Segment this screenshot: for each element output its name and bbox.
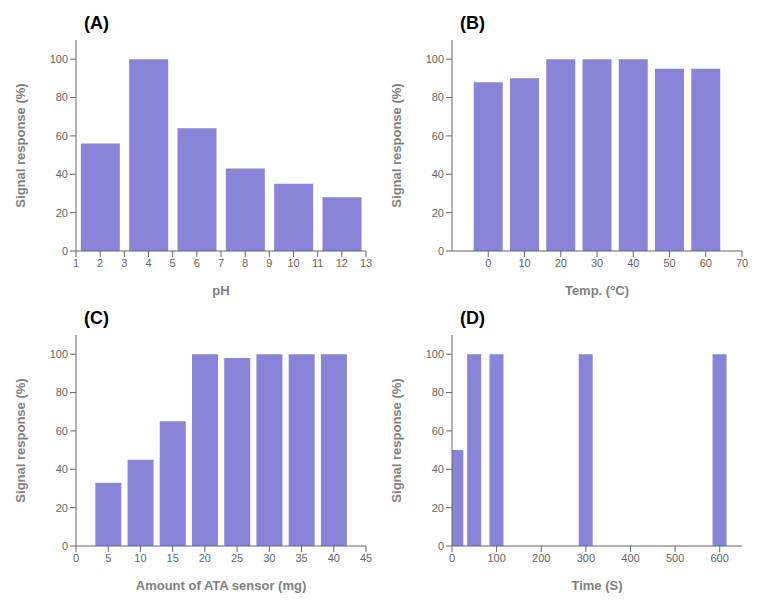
svg-text:60: 60 (432, 425, 444, 437)
svg-text:30: 30 (591, 257, 603, 269)
svg-text:20: 20 (56, 502, 68, 514)
svg-text:10: 10 (518, 257, 530, 269)
svg-text:11: 11 (312, 257, 323, 269)
svg-text:100: 100 (50, 348, 68, 360)
svg-text:60: 60 (56, 130, 68, 142)
svg-text:60: 60 (432, 130, 444, 142)
svg-text:0: 0 (73, 552, 79, 564)
svg-text:6: 6 (194, 257, 200, 269)
svg-text:40: 40 (56, 168, 68, 180)
svg-text:Signal response (%): Signal response (%) (389, 83, 404, 207)
svg-text:Signal response (%): Signal response (%) (13, 83, 28, 207)
svg-text:Time (S): Time (S) (571, 578, 622, 593)
svg-text:200: 200 (532, 552, 550, 564)
svg-text:500: 500 (666, 552, 684, 564)
svg-text:30: 30 (263, 552, 275, 564)
svg-text:Signal response (%): Signal response (%) (13, 378, 28, 502)
svg-text:60: 60 (700, 257, 712, 269)
svg-text:10: 10 (134, 552, 146, 564)
svg-text:60: 60 (56, 425, 68, 437)
svg-text:400: 400 (621, 552, 639, 564)
svg-text:20: 20 (432, 502, 444, 514)
svg-text:100: 100 (50, 53, 68, 65)
svg-text:0: 0 (449, 552, 455, 564)
svg-text:0: 0 (62, 245, 68, 257)
svg-text:10: 10 (287, 257, 299, 269)
svg-text:300: 300 (577, 552, 595, 564)
svg-text:0: 0 (438, 540, 444, 552)
svg-text:45: 45 (360, 552, 372, 564)
svg-text:3: 3 (121, 257, 127, 269)
svg-text:80: 80 (56, 91, 68, 103)
svg-text:100: 100 (426, 53, 444, 65)
svg-text:70: 70 (736, 257, 748, 269)
svg-text:600: 600 (711, 552, 729, 564)
svg-text:0: 0 (438, 245, 444, 257)
svg-text:5: 5 (170, 257, 176, 269)
svg-text:0: 0 (62, 540, 68, 552)
svg-text:50: 50 (663, 257, 675, 269)
svg-text:Temp. (°C): Temp. (°C) (565, 283, 629, 298)
svg-text:20: 20 (555, 257, 567, 269)
svg-text:20: 20 (199, 552, 211, 564)
svg-text:0: 0 (485, 257, 491, 269)
svg-text:20: 20 (432, 207, 444, 219)
svg-text:9: 9 (266, 257, 272, 269)
svg-text:Amount of ATA sensor (mg): Amount of ATA sensor (mg) (136, 578, 306, 593)
svg-text:40: 40 (627, 257, 639, 269)
svg-text:40: 40 (432, 168, 444, 180)
svg-text:4: 4 (145, 257, 151, 269)
svg-text:25: 25 (231, 552, 243, 564)
svg-text:100: 100 (426, 348, 444, 360)
svg-text:2: 2 (97, 257, 103, 269)
svg-text:15: 15 (167, 552, 179, 564)
svg-text:8: 8 (242, 257, 248, 269)
svg-text:80: 80 (432, 91, 444, 103)
svg-text:20: 20 (56, 207, 68, 219)
svg-text:12: 12 (336, 257, 348, 269)
svg-text:40: 40 (328, 552, 340, 564)
svg-text:40: 40 (56, 463, 68, 475)
svg-text:Signal response (%): Signal response (%) (389, 378, 404, 502)
html-text:(A): (A) (84, 13, 109, 33)
svg-text:5: 5 (105, 552, 111, 564)
svg-text:7: 7 (218, 257, 224, 269)
svg-text:40: 40 (432, 463, 444, 475)
html-text:(B): (B) (460, 13, 485, 33)
html-text:(C): (C) (84, 308, 109, 328)
svg-text:80: 80 (432, 386, 444, 398)
svg-text:100: 100 (487, 552, 505, 564)
html-text:(D): (D) (460, 308, 485, 328)
svg-text:pH: pH (212, 283, 229, 298)
svg-text:80: 80 (56, 386, 68, 398)
svg-text:13: 13 (360, 257, 372, 269)
svg-text:1: 1 (73, 257, 79, 269)
svg-text:35: 35 (295, 552, 307, 564)
